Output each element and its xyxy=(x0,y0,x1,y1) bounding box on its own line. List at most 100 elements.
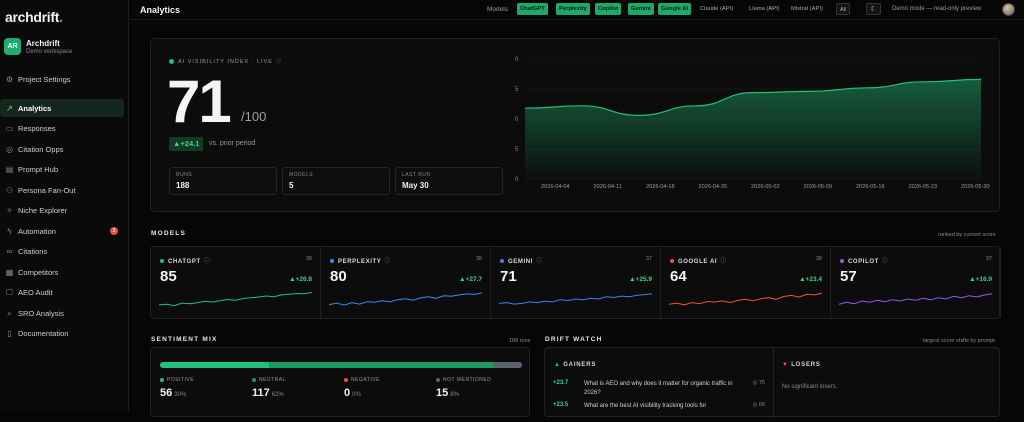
model-sparkline xyxy=(159,289,313,309)
index-max: /100 xyxy=(241,109,266,124)
drift-title: DRIFT WATCH xyxy=(545,336,603,343)
sidebar-item-project-settings[interactable]: ⚙Project Settings xyxy=(0,70,124,88)
sidebar-item-prompt-hub[interactable]: ▤ Prompt Hub xyxy=(0,160,124,178)
x-tick-label: 2026-04-11 xyxy=(594,184,622,190)
chart-icon: ↗ xyxy=(5,104,14,113)
clipboard-icon: ☐ xyxy=(5,288,14,297)
index-delta-label: vs. prior period xyxy=(209,140,255,147)
gainers-header: ▲ GAINERS xyxy=(554,362,596,368)
sparkline-path xyxy=(329,293,482,305)
model-run-count: 38 xyxy=(476,256,482,262)
sentiment-segment-neutral xyxy=(269,362,493,368)
gainer-question: What is AEO and why does it matter for o… xyxy=(584,380,734,398)
model-chip-all[interactable]: All xyxy=(836,3,850,15)
sidebar-item-label: Prompt Hub xyxy=(18,165,58,174)
model-chip-mistral-api-[interactable]: Mistral (API) xyxy=(788,3,826,15)
model-chip-chatgpt[interactable]: ChatGPT xyxy=(517,3,548,15)
model-dot-icon xyxy=(500,259,504,263)
gainer-score: ◎ 75 xyxy=(753,380,765,386)
sidebar-item-label: Analytics xyxy=(18,104,51,113)
sidebar-item-competitors[interactable]: ▦Competitors xyxy=(0,263,124,281)
sparkline-path xyxy=(669,293,822,305)
app-logo[interactable]: archdrift. xyxy=(5,9,63,25)
sidebar-item-analytics[interactable]: ↗ Analytics xyxy=(0,99,124,117)
link-icon: ∞ xyxy=(5,247,14,256)
model-chip-google-ai[interactable]: Google AI xyxy=(658,3,691,15)
sidebar-item-label: Responses xyxy=(18,124,56,133)
sentiment-segment-not-mentioned xyxy=(493,362,522,368)
triangle-down-icon: ▼ xyxy=(782,362,789,368)
sidebar-item-label: SRO Analysis xyxy=(18,309,64,318)
sidebar-item-niche-explorer[interactable]: ✧Niche Explorer xyxy=(0,201,124,219)
model-score-change: ▲+26.8 xyxy=(289,276,312,283)
model-score-change: ▲+27.7 xyxy=(459,276,482,283)
sentiment-bar xyxy=(160,362,522,368)
info-icon[interactable]: ⓘ xyxy=(384,259,391,265)
sidebar-item-citation-opps[interactable]: ◎Citation Opps xyxy=(0,140,124,158)
legend-dot-icon xyxy=(160,378,164,382)
info-icon[interactable]: ⓘ xyxy=(204,259,211,265)
model-run-count: 38 xyxy=(816,256,822,262)
legend-dot-icon xyxy=(344,378,348,382)
model-score-change: ▲+25.9 xyxy=(629,276,652,283)
model-sparkline xyxy=(669,289,823,309)
model-chip-perplexity[interactable]: Perplexity xyxy=(556,3,590,15)
index-score: 71 xyxy=(167,67,230,137)
info-icon[interactable]: ⓘ xyxy=(276,59,283,65)
sidebar-item-persona-fan-out[interactable]: ⚇Persona Fan-Out xyxy=(0,181,124,199)
x-tick-label: 2026-05-16 xyxy=(856,184,885,190)
book-icon: ▯ xyxy=(5,329,14,338)
model-chip-gemini[interactable]: Gemini xyxy=(628,3,654,15)
sidebar-item-documentation[interactable]: ▯ Documentation xyxy=(0,324,124,342)
compass-icon: ✧ xyxy=(5,206,14,215)
sidebar-item-citations[interactable]: ∞Citations xyxy=(0,242,124,260)
target-icon: ◎ xyxy=(5,145,14,154)
model-dot-icon xyxy=(160,259,164,263)
moon-icon[interactable]: ☾ xyxy=(866,3,881,15)
sentiment-segment-positive xyxy=(160,362,269,368)
info-icon[interactable]: ⓘ xyxy=(720,259,727,265)
workspace-switcher[interactable]: AR Archdrift Demo workspace xyxy=(4,38,72,55)
sidebar-item-aeo-audit[interactable]: ☐AEO Audit xyxy=(0,283,124,301)
document-icon: ▤ xyxy=(5,165,14,174)
sidebar: archdrift. AR Archdrift Demo workspace ⚙… xyxy=(0,0,129,411)
model-dot-icon xyxy=(670,259,674,263)
message-icon: ▭ xyxy=(5,124,14,133)
sparkline-path xyxy=(159,292,312,305)
x-tick-label: 2026-04-04 xyxy=(541,184,570,190)
sidebar-item-label: Competitors xyxy=(18,268,58,277)
sidebar-item-label: Documentation xyxy=(18,329,68,338)
demo-mode-notice: Demo mode — read-only preview xyxy=(892,6,981,12)
model-chip-copilot[interactable]: Copilot xyxy=(595,3,621,15)
info-icon[interactable]: ⓘ xyxy=(536,259,543,265)
model-chip-llama-api-[interactable]: Llama (API) xyxy=(746,3,783,15)
drift-note: largest score shifts by prompt xyxy=(923,338,995,344)
model-chip-claude-api-[interactable]: Claude (API) xyxy=(697,3,736,15)
models-filter-label: Models xyxy=(487,6,508,13)
user-avatar[interactable] xyxy=(1002,3,1015,16)
sidebar-item-sro-analysis[interactable]: ⌕SRO Analysis xyxy=(0,304,124,322)
x-tick-label: 2026-05-30 xyxy=(961,184,990,190)
sidebar-item-responses[interactable]: ▭ Responses xyxy=(0,119,124,137)
automation-count-badge: 3 xyxy=(110,227,118,235)
gear-icon: ⚙ xyxy=(5,75,14,84)
legend-dot-icon xyxy=(252,378,256,382)
gainer-change: +23.5 xyxy=(553,402,568,408)
info-icon[interactable]: ⓘ xyxy=(882,259,889,265)
